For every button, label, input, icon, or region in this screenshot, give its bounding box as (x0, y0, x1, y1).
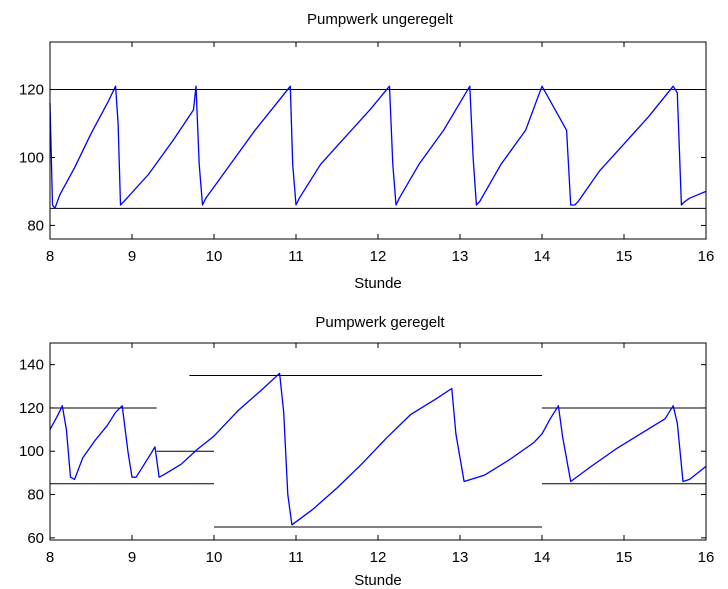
x-tick-label: 11 (288, 248, 304, 265)
x-tick-label: 9 (128, 248, 136, 265)
y-tick-label: 100 (19, 149, 44, 166)
x-tick-label: 13 (452, 549, 469, 566)
chart-title: Pumpwerk geregelt (315, 314, 445, 331)
x-tick-label: 16 (698, 549, 715, 566)
series-line (49, 85, 707, 210)
x-tick-label: 12 (370, 248, 387, 265)
y-tick-label: 120 (19, 400, 44, 417)
x-axis-label: Stunde (354, 275, 402, 292)
x-tick-label: 10 (206, 549, 223, 566)
series-line (49, 372, 707, 526)
x-tick-label: 15 (616, 248, 633, 265)
y-tick-label: 60 (27, 530, 44, 547)
plot-ungeregelt: Pumpwerk ungeregelt 8 9 10 11 12 13 14 15 16 80 10… (19, 11, 714, 292)
plot-geregelt: Pumpwerk geregelt 8 9 10 11 12 13 14 15 16 60 80 10… (19, 314, 714, 589)
x-tick-label: 13 (452, 248, 469, 265)
y-tick-label: 80 (27, 217, 44, 234)
plot-area-frame (49, 342, 707, 541)
y-tick-label: 100 (19, 443, 44, 460)
x-tick-label: 8 (46, 549, 54, 566)
x-tick-label: 9 (128, 549, 136, 566)
y-tick-label: 140 (19, 357, 44, 374)
x-tick-label: 10 (206, 248, 223, 265)
x-tick-label: 11 (288, 549, 304, 566)
y-tick-label: 120 (19, 82, 44, 99)
plot-area-frame (49, 41, 707, 240)
x-tick-label: 8 (46, 248, 54, 265)
x-axis-label: Stunde (354, 572, 402, 589)
x-tick-label: 16 (698, 248, 715, 265)
x-tick-label: 12 (370, 549, 387, 566)
x-tick-label: 14 (534, 549, 551, 566)
y-tick-label: 80 (27, 487, 44, 504)
x-tick-label: 14 (534, 248, 551, 265)
chart-title: Pumpwerk ungeregelt (307, 11, 454, 28)
x-tick-label: 15 (616, 549, 633, 566)
